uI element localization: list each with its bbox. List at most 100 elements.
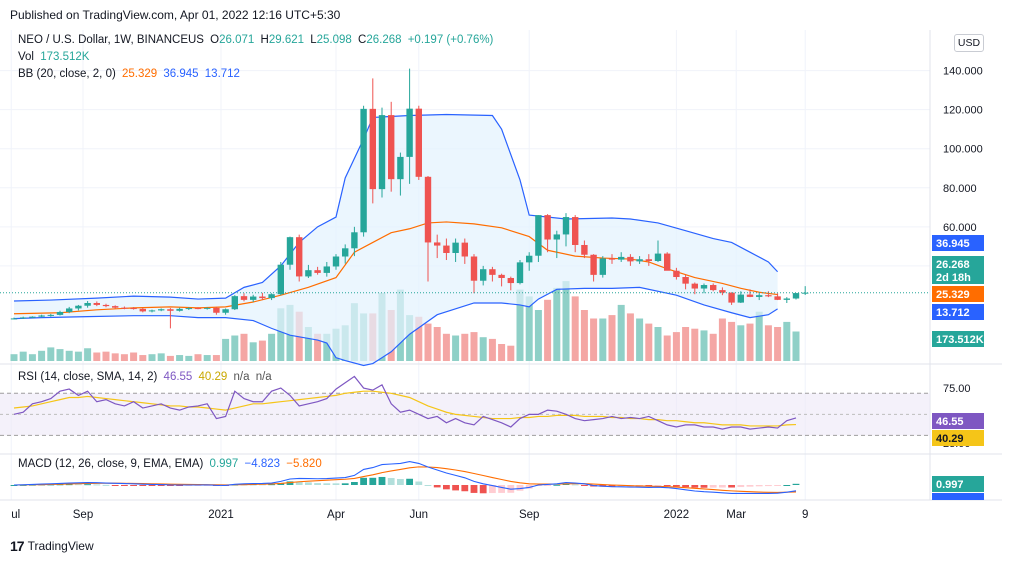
candle-body (397, 156, 404, 180)
candle-body (562, 217, 570, 235)
volume-bar (755, 311, 763, 361)
macd-hist-bar (75, 484, 82, 486)
change-value: +0.197 (+0.76%) (407, 34, 494, 46)
candle-body (746, 294, 754, 297)
volume-label[interactable]: Vol (18, 51, 34, 63)
candle-body (351, 232, 358, 249)
candle-body (480, 269, 487, 281)
close-label: C (358, 34, 367, 46)
macd-hist-bar (755, 485, 763, 487)
tradingview-branding: 17 TradingView (10, 538, 94, 554)
macd-hist-bar (84, 484, 91, 486)
volume-bar (157, 353, 165, 361)
candle-body (185, 308, 192, 310)
volume-bar (222, 338, 230, 361)
rsi-tick-label: 75.00 (943, 383, 971, 395)
bb-lower-badge: 13.712 (932, 304, 984, 320)
candle-body (636, 259, 643, 262)
price-tick-label: 120.000 (943, 105, 983, 117)
bb-legend: BB (20, close, 2, 0) 25.329 36.945 13.71… (18, 68, 243, 80)
macd-hist-bar (351, 482, 358, 485)
bb-fill (14, 114, 778, 366)
macd-hist-bar (323, 483, 331, 485)
bb-upper-value: 36.945 (163, 68, 199, 80)
rsi-ma-badge-bg (932, 430, 984, 446)
candle-body (268, 294, 275, 299)
bb-label[interactable]: BB (20, close, 2, 0) (18, 68, 116, 80)
volume-bar (728, 321, 736, 361)
candle-body (121, 307, 128, 309)
macd-hist-bar (305, 482, 312, 485)
candle-body (38, 315, 45, 317)
time-tick-label: 9 (802, 509, 808, 521)
macd-hist-bar (203, 485, 211, 486)
symbol-label[interactable]: NEO / U.S. Dollar, 1W, BINANCEUS (18, 34, 204, 46)
candle-body (664, 253, 671, 271)
macd-hist-bar (10, 485, 18, 486)
high-value: 29.621 (268, 34, 305, 46)
candle-body (618, 256, 625, 260)
volume-bar (553, 287, 561, 361)
macd-hist-bar (654, 485, 662, 486)
volume-bar (691, 328, 699, 361)
candle-body (608, 258, 616, 260)
time-tick-label: 2022 (664, 509, 690, 521)
volume-bar (130, 352, 138, 361)
macd-signal-value: −4.823 (244, 458, 281, 470)
last-price-badge-bg (932, 256, 984, 284)
volume-bar (783, 321, 791, 361)
candle-body (535, 215, 542, 256)
candle-body (553, 234, 560, 240)
bb-basis-badge-text: 25.329 (936, 289, 970, 301)
volume-bar (718, 318, 726, 361)
macd-hist-bar (553, 484, 561, 486)
candle-body (112, 306, 119, 308)
volume-bar (700, 330, 708, 361)
volume-bar (488, 338, 496, 361)
volume-bar (323, 333, 331, 361)
rsi-label[interactable]: RSI (14, close, SMA, 14, 2) (18, 371, 158, 383)
volume-bar (93, 352, 101, 361)
bb-upper-badge-text: 36.945 (936, 238, 970, 250)
volume-bar (746, 323, 754, 361)
macd-badge: 0.997 (932, 476, 984, 492)
rsi-ma-value: 40.29 (198, 371, 228, 383)
rsi-na-2: n/a (255, 371, 272, 383)
macd-line (13, 461, 797, 494)
candle-body (286, 237, 294, 265)
macd-label[interactable]: MACD (12, 26, close, 9, EMA, EMA) (18, 458, 204, 470)
macd-hist-bar (461, 485, 469, 492)
volume-bar (268, 333, 276, 361)
volume-bar (470, 332, 478, 361)
volume-bar (442, 333, 450, 361)
candle-body (167, 309, 174, 311)
macd-hist-bar (452, 485, 459, 491)
volume-bar (544, 299, 552, 361)
volume-bar (599, 318, 607, 361)
macd-hist-bar (544, 485, 551, 486)
volume-bar (461, 333, 469, 361)
volume-bar (249, 342, 257, 361)
volume-bar (84, 348, 92, 361)
candle-body (56, 311, 64, 315)
macd-hist-bar (581, 485, 588, 486)
candle-body (102, 304, 110, 307)
volume-bar (571, 296, 579, 361)
volume-bar (452, 335, 460, 361)
volume-bar (534, 310, 542, 361)
macd-hist-bar (645, 485, 653, 487)
macd-hist-bar (406, 478, 413, 485)
candle-body (470, 256, 478, 281)
volume-bar (672, 332, 680, 361)
bb-basis-value: 25.329 (122, 68, 158, 80)
high-label: H (260, 34, 269, 46)
macd-signal-badge (932, 493, 984, 500)
macd-hist-bar (295, 481, 303, 485)
currency-button[interactable]: USD (954, 34, 984, 52)
candle-body (765, 295, 772, 297)
macd-hist-value: −5.820 (286, 458, 322, 470)
candle-body (443, 245, 450, 253)
price-tick-label: 60.000 (943, 222, 977, 234)
macd-hist-bar (433, 485, 441, 488)
